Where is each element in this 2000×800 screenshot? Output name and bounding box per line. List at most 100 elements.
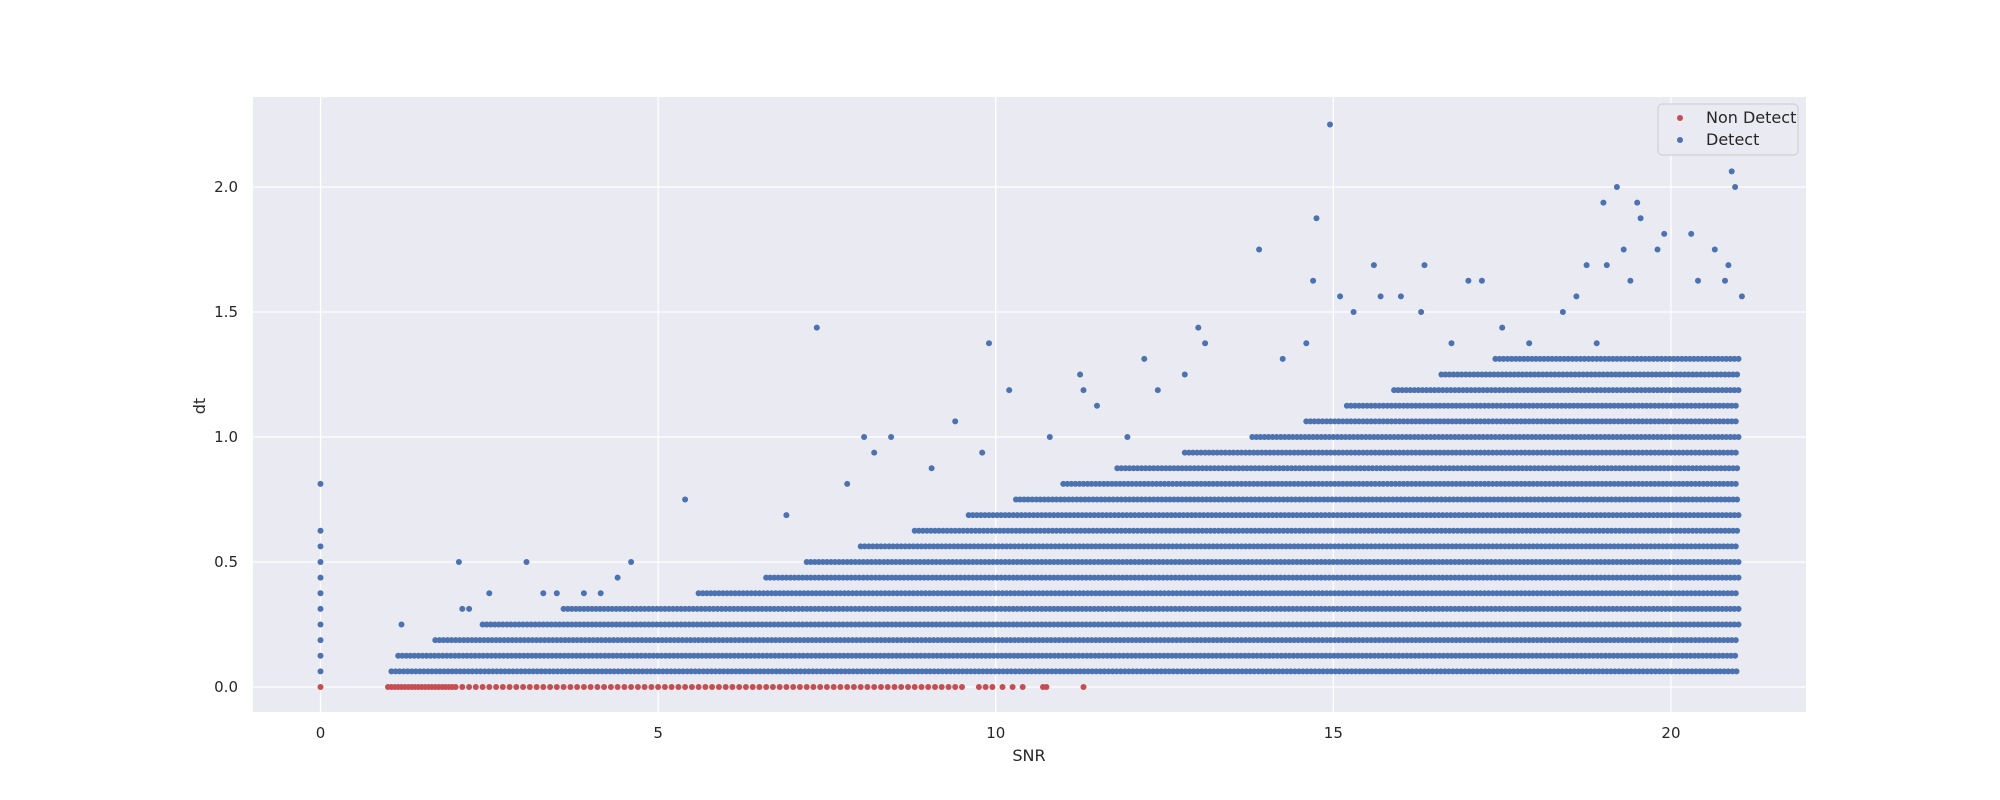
non-detect-point	[878, 684, 884, 690]
detect-point	[1287, 668, 1294, 675]
detect-point	[617, 605, 624, 612]
detect-point	[690, 652, 697, 659]
detect-point	[399, 652, 406, 659]
detect-point	[1578, 543, 1585, 550]
detect-point	[718, 621, 725, 628]
detect-point	[1646, 559, 1653, 565]
detect-point	[1129, 543, 1136, 550]
detect-point	[1164, 621, 1171, 628]
detect-point	[1688, 230, 1695, 237]
detect-point	[955, 668, 962, 675]
detect-point	[1115, 605, 1122, 612]
detect-point	[1682, 605, 1689, 612]
detect-point	[1031, 590, 1038, 597]
detect-point	[1385, 527, 1392, 534]
non-detect-point	[925, 684, 932, 690]
detect-point	[1265, 574, 1272, 581]
detect-point	[1581, 621, 1588, 628]
detect-point	[317, 527, 324, 534]
detect-point	[1123, 605, 1130, 612]
detect-point	[1461, 637, 1468, 644]
detect-point	[1439, 559, 1446, 565]
detect-point	[614, 637, 621, 644]
detect-point	[856, 559, 863, 565]
detect-point	[582, 637, 589, 644]
detect-point	[938, 652, 944, 659]
detect-point	[1364, 590, 1371, 597]
non-detect-point	[574, 684, 581, 690]
non-detect-point	[621, 684, 628, 690]
detect-point	[1164, 605, 1171, 612]
detect-point	[1029, 527, 1036, 534]
detect-point	[1366, 574, 1373, 581]
detect-point	[884, 621, 891, 628]
detect-point	[1257, 559, 1264, 565]
detect-point	[1431, 559, 1438, 565]
detect-point	[1437, 637, 1443, 644]
detect-point	[1522, 590, 1529, 597]
legend-label-non-detect: Non Detect	[1706, 108, 1796, 127]
detect-point	[1672, 590, 1678, 597]
detect-point	[1107, 621, 1114, 628]
detect-point	[1023, 652, 1030, 659]
detect-point	[1094, 527, 1100, 534]
detect-point	[1303, 590, 1310, 597]
detect-point	[440, 637, 447, 644]
detect-point	[565, 652, 572, 659]
detect-point	[906, 543, 913, 550]
detect-point	[1169, 637, 1176, 644]
detect-point	[1014, 559, 1021, 565]
detect-point	[1366, 605, 1373, 612]
detect-point	[1448, 340, 1455, 347]
detect-point	[898, 637, 905, 644]
detect-point	[1526, 668, 1533, 675]
detect-point	[853, 590, 860, 597]
detect-point	[1383, 559, 1389, 565]
detect-point	[742, 605, 749, 612]
detect-point	[963, 543, 969, 550]
detect-point	[1289, 574, 1296, 581]
detect-point	[1112, 637, 1119, 644]
detect-point	[1156, 574, 1163, 581]
detect-point	[1733, 668, 1740, 675]
detect-point	[1221, 652, 1228, 659]
non-detect-point	[932, 684, 938, 690]
detect-point	[1541, 605, 1547, 612]
detect-point	[1282, 652, 1289, 659]
detect-point	[1048, 590, 1055, 597]
non-detect-point	[1009, 684, 1016, 690]
detect-point	[1393, 668, 1400, 675]
detect-point	[1731, 621, 1738, 628]
detect-point	[1060, 668, 1067, 675]
detect-point	[1401, 668, 1408, 675]
detect-point	[1541, 574, 1547, 581]
detect-point	[1421, 262, 1428, 269]
detect-point	[767, 574, 774, 581]
detect-point	[905, 652, 912, 659]
detect-point	[1377, 527, 1384, 534]
detect-point	[848, 574, 855, 581]
detect-point	[1500, 574, 1507, 581]
detect-point	[568, 621, 575, 628]
detect-point	[1121, 637, 1127, 644]
detect-point	[1385, 668, 1391, 675]
detect-point	[1164, 652, 1171, 659]
detect-point	[1581, 574, 1588, 581]
detect-point	[514, 668, 520, 675]
detect-point	[1605, 574, 1612, 581]
detect-point	[759, 605, 766, 612]
detect-point	[461, 668, 468, 675]
detect-point	[1699, 559, 1705, 565]
detect-point	[1347, 543, 1354, 550]
non-detect-point	[850, 684, 857, 690]
non-detect-point	[975, 684, 982, 690]
detect-point	[756, 637, 763, 644]
detect-point	[1314, 652, 1321, 659]
non-detect-point	[884, 684, 891, 690]
detect-point	[963, 590, 969, 597]
non-detect-point	[1019, 684, 1026, 690]
detect-point	[1052, 668, 1059, 675]
detect-point	[1019, 543, 1026, 550]
detect-point	[898, 543, 905, 550]
detect-point	[423, 652, 430, 659]
